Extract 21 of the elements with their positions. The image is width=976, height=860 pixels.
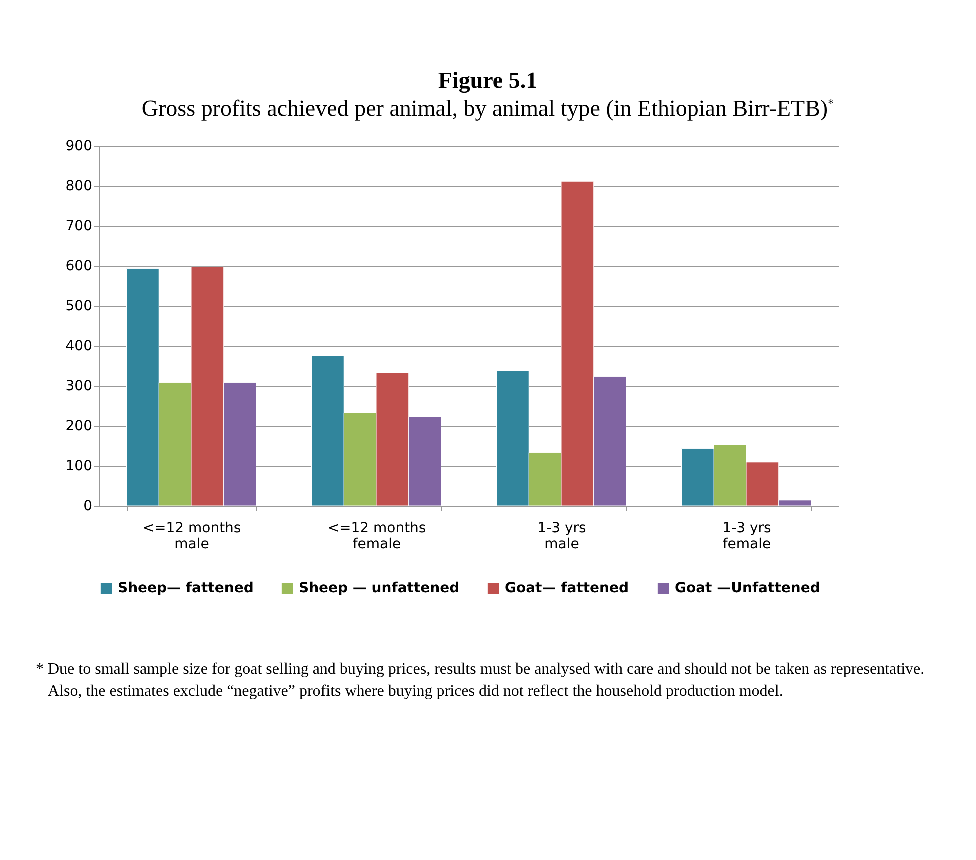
y-tick-label: 0 [84,498,92,514]
legend-label: Goat —Unfattened [675,580,820,597]
y-tick-label: 500 [66,298,92,314]
legend-label: Sheep— fattened [118,580,254,597]
y-tick-label: 300 [66,378,92,394]
x-tick-label: <=12 months female [328,520,426,552]
legend-label: Sheep — unfattened [299,580,460,597]
y-tick-label: 600 [66,258,92,274]
chart-subtitle: Gross profits achieved per animal, by animal type (in Ethiopian Birr-ETB)$^{*}$ [140,96,836,122]
x-tick-label: <=12 months male [142,520,242,552]
x-tick-label: 1-3 yrs female [722,520,772,552]
legend-label: Goat— fattened [505,580,630,597]
x-tick-label: 1-3 yrs male [538,520,586,552]
y-tick-label: 400 [66,338,92,354]
chart-title: Figure 5.1 [437,68,539,94]
y-tick-label: 200 [66,418,92,434]
text: * Due to small sample size for goat selling and buying prices, results must be analysed with care and should not be taken as representative. Also, the estimates exclude “negative” profits where buying prices did not reflect the household production model. [36,660,926,702]
y-tick-label: 700 [66,218,92,234]
y-tick-label: 800 [66,178,92,194]
y-tick-label: 100 [66,458,92,474]
y-tick-label: 900 [66,138,92,154]
